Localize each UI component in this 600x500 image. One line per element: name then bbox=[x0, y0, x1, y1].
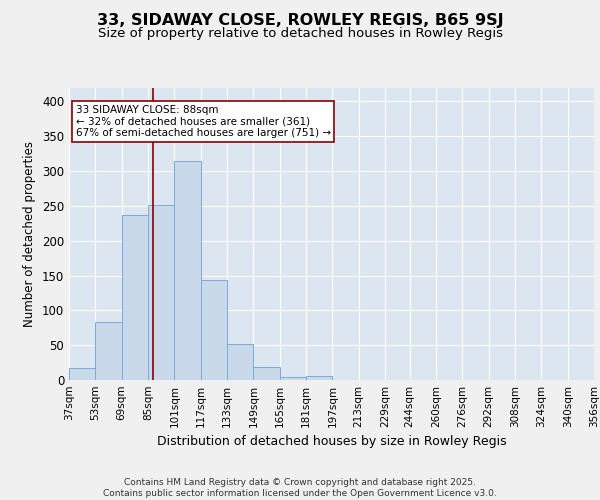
Y-axis label: Number of detached properties: Number of detached properties bbox=[23, 141, 37, 327]
Bar bbox=[200, 280, 227, 380]
Text: Size of property relative to detached houses in Rowley Regis: Size of property relative to detached ho… bbox=[97, 28, 503, 40]
Text: 33, SIDAWAY CLOSE, ROWLEY REGIS, B65 9SJ: 33, SIDAWAY CLOSE, ROWLEY REGIS, B65 9SJ bbox=[97, 12, 503, 28]
Bar bbox=[280, 376, 306, 380]
Bar bbox=[306, 376, 332, 380]
Bar bbox=[95, 322, 122, 380]
Text: Contains HM Land Registry data © Crown copyright and database right 2025.
Contai: Contains HM Land Registry data © Crown c… bbox=[103, 478, 497, 498]
Text: 33 SIDAWAY CLOSE: 88sqm
← 32% of detached houses are smaller (361)
67% of semi-d: 33 SIDAWAY CLOSE: 88sqm ← 32% of detache… bbox=[76, 105, 331, 138]
Bar bbox=[148, 205, 175, 380]
Bar bbox=[69, 368, 95, 380]
X-axis label: Distribution of detached houses by size in Rowley Regis: Distribution of detached houses by size … bbox=[157, 436, 506, 448]
Bar bbox=[175, 160, 200, 380]
Bar bbox=[122, 215, 148, 380]
Bar bbox=[227, 344, 253, 380]
Bar bbox=[253, 367, 280, 380]
